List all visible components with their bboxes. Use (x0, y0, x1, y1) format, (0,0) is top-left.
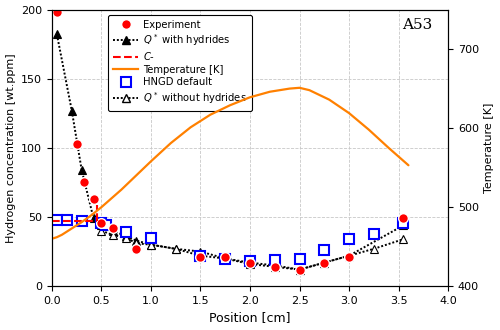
Y-axis label: Hydrogen concentration [wt.ppm]: Hydrogen concentration [wt.ppm] (6, 53, 16, 243)
Text: A53: A53 (402, 18, 432, 32)
X-axis label: Position [cm]: Position [cm] (210, 312, 291, 324)
Legend: Experiment, $Q^*$ with hydrides, $C$-, Temperature [K], HNGD default, $Q^*$ with: Experiment, $Q^*$ with hydrides, $C$-, T… (108, 15, 253, 111)
Y-axis label: Temperature [K]: Temperature [K] (484, 103, 494, 193)
